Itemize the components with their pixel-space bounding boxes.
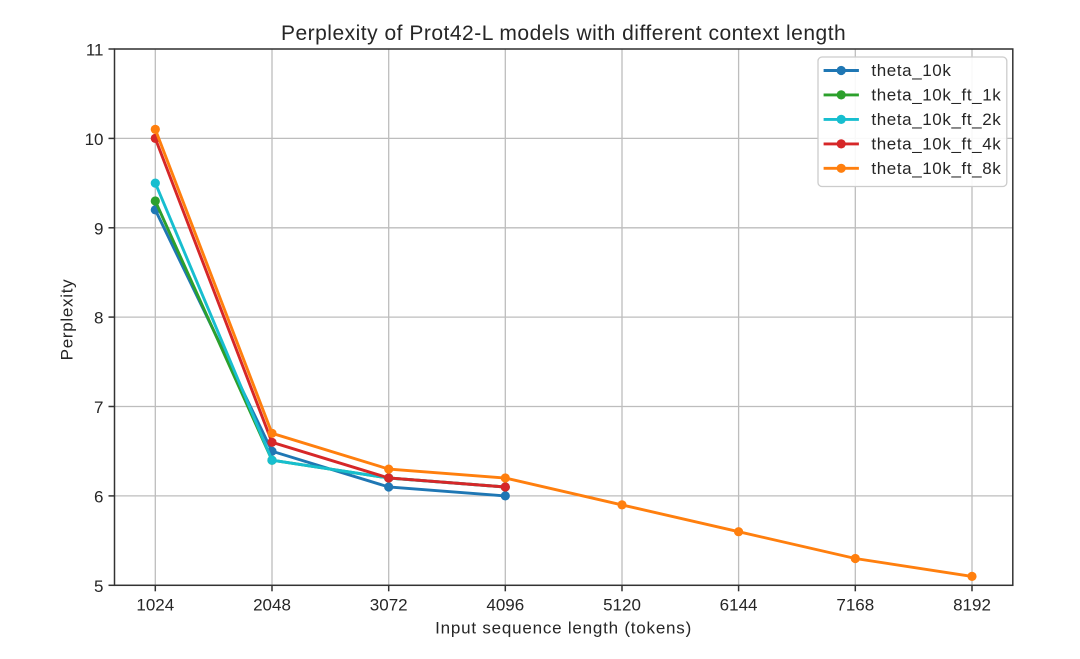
svg-text:Perplexity of Prot42-L models: Perplexity of Prot42-L models with diffe… <box>281 22 846 45</box>
svg-text:5: 5 <box>94 577 103 596</box>
svg-text:theta_10k_ft_2k: theta_10k_ft_2k <box>871 110 1001 129</box>
svg-text:5120: 5120 <box>603 595 641 614</box>
svg-text:10: 10 <box>85 130 104 149</box>
svg-text:2048: 2048 <box>253 595 291 614</box>
svg-text:7168: 7168 <box>836 595 874 614</box>
svg-text:Perplexity: Perplexity <box>58 279 77 361</box>
svg-text:1024: 1024 <box>136 595 174 614</box>
svg-text:4096: 4096 <box>486 595 524 614</box>
svg-text:8: 8 <box>94 309 103 328</box>
svg-text:theta_10k_ft_1k: theta_10k_ft_1k <box>871 86 1001 105</box>
svg-text:Input sequence length (tokens): Input sequence length (tokens) <box>435 619 692 638</box>
svg-text:9: 9 <box>94 219 103 238</box>
svg-text:7: 7 <box>94 398 103 417</box>
svg-text:6144: 6144 <box>720 595 758 614</box>
svg-text:8192: 8192 <box>953 595 991 614</box>
svg-text:theta_10k_ft_8k: theta_10k_ft_8k <box>871 159 1001 178</box>
svg-text:theta_10k: theta_10k <box>871 61 951 80</box>
svg-text:3072: 3072 <box>370 595 408 614</box>
svg-text:11: 11 <box>86 41 104 60</box>
svg-text:theta_10k_ft_4k: theta_10k_ft_4k <box>871 135 1001 154</box>
svg-text:6: 6 <box>94 487 103 506</box>
